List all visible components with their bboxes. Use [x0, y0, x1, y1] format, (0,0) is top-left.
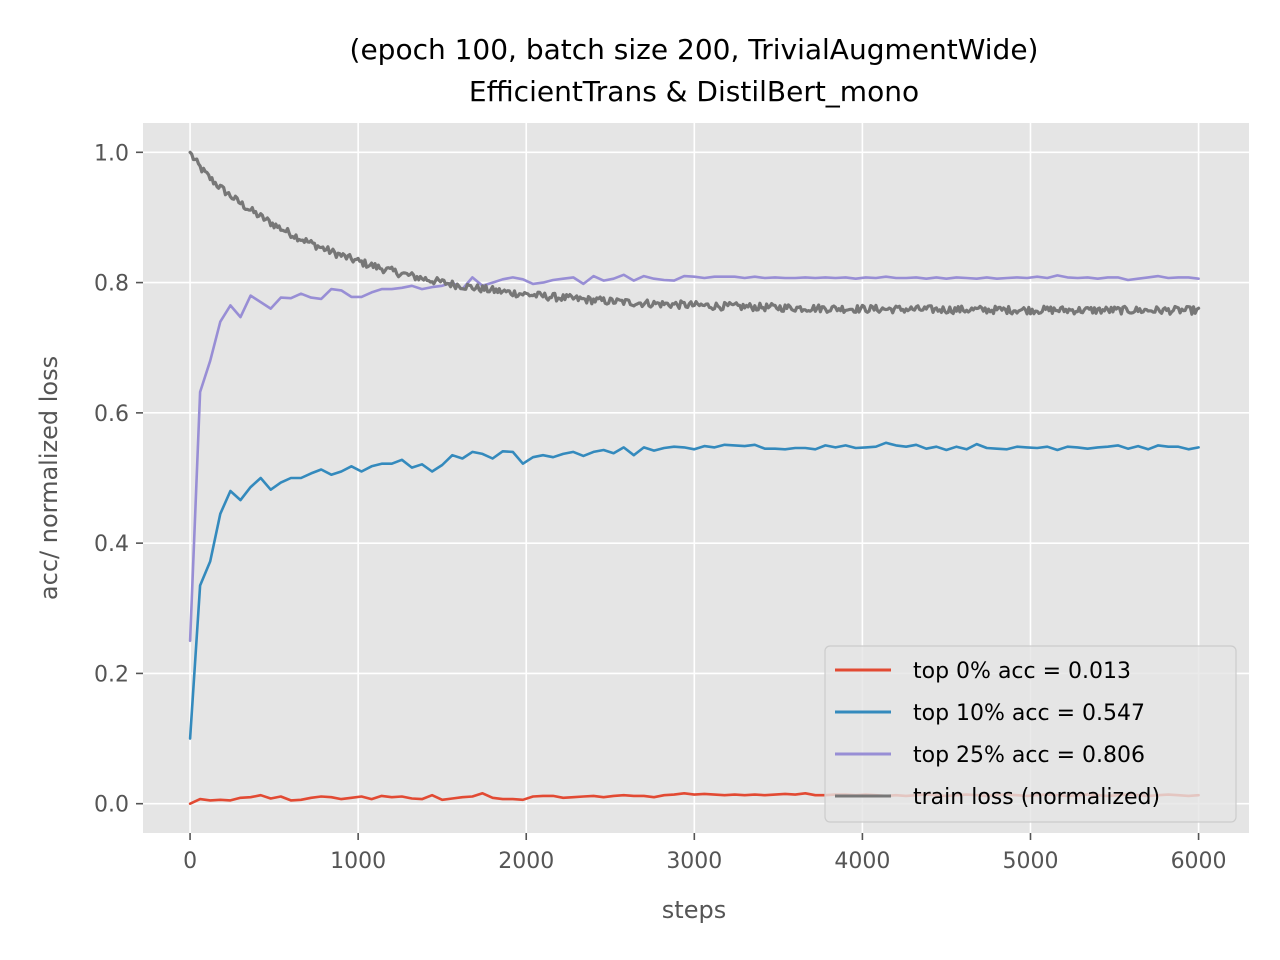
y-tick-label: 0.6 — [94, 402, 129, 427]
series-line-2 — [188, 273, 1200, 643]
x-tick-label: 4000 — [834, 849, 890, 874]
x-axis-ticks: 0 1000 2000 3000 4000 5000 6000 — [183, 833, 1227, 874]
x-axis-label: steps — [662, 896, 726, 924]
y-tick-label: 0.0 — [94, 793, 129, 818]
series-line-3 — [188, 150, 1201, 316]
legend-box — [824, 645, 1237, 823]
chart-title-line1: (epoch 100, batch size 200, TrivialAugme… — [350, 33, 1039, 66]
x-tick-label: 6000 — [1171, 849, 1227, 874]
x-tick-label: 2000 — [498, 849, 554, 874]
legend-label-1: top 10% acc = 0.547 — [913, 701, 1145, 726]
series-lines — [188, 150, 1201, 805]
y-tick-label: 1.0 — [94, 141, 129, 166]
series-line-1 — [188, 441, 1200, 740]
y-axis-label: acc/ normalized loss — [35, 356, 63, 600]
x-tick-label: 5000 — [1002, 849, 1058, 874]
y-tick-label: 0.4 — [94, 532, 129, 557]
y-axis-ticks: 0.0 0.2 0.4 0.6 0.8 1.0 — [94, 141, 143, 818]
legend: top 0% acc = 0.013 top 10% acc = 0.547 top… — [824, 645, 1237, 823]
y-tick-label: 0.8 — [94, 272, 129, 297]
legend-label-2: top 25% acc = 0.806 — [913, 743, 1145, 768]
x-tick-label: 1000 — [330, 849, 386, 874]
legend-label-3: train loss (normalized) — [913, 785, 1160, 810]
y-tick-label: 0.2 — [94, 662, 129, 687]
x-tick-label: 0 — [183, 849, 197, 874]
x-tick-label: 3000 — [666, 849, 722, 874]
legend-label-0: top 0% acc = 0.013 — [913, 659, 1131, 684]
chart-title-line2: EfficientTrans & DistilBert_mono — [469, 75, 919, 108]
